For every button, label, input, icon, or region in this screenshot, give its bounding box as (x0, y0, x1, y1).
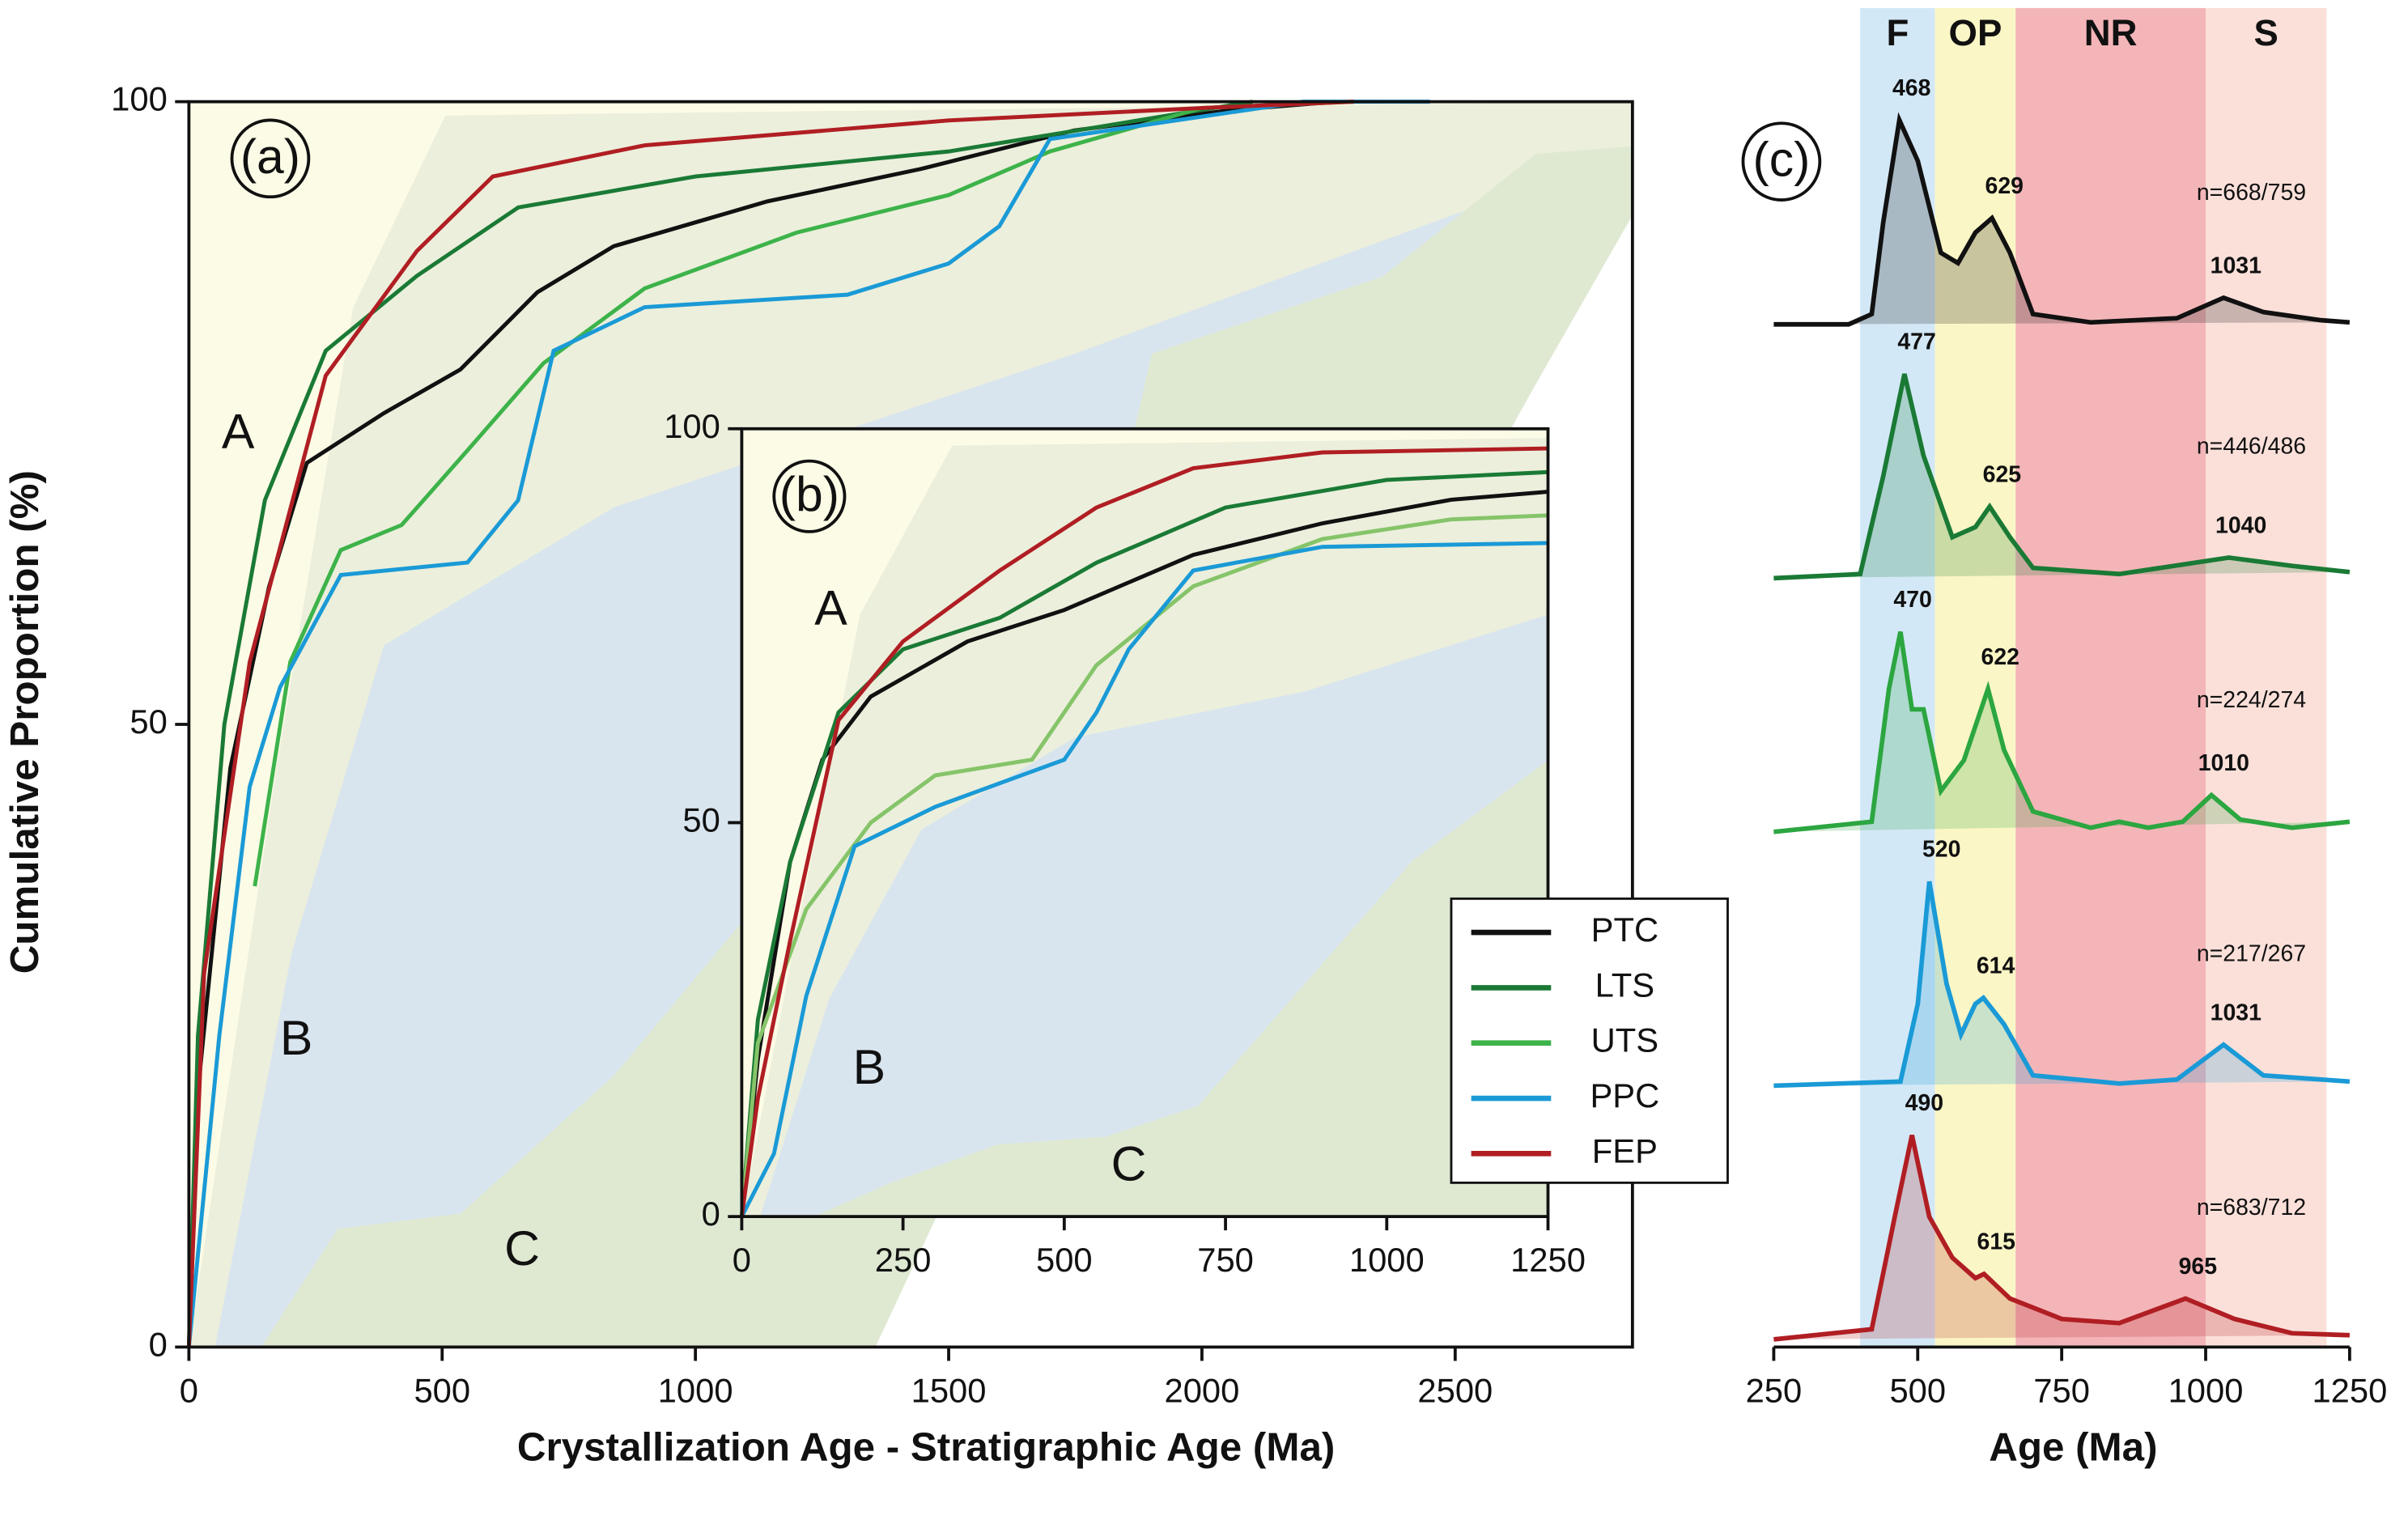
panel-label: (a) (240, 129, 300, 184)
legend-label: UTS (1591, 1021, 1658, 1059)
x-tick-label: 500 (1036, 1241, 1093, 1279)
density-curve (1773, 1134, 2351, 1342)
panel-label: (b) (779, 466, 839, 521)
x-tick-label: 1000 (2168, 1371, 2244, 1409)
peak-label: 1040 (2215, 513, 2266, 539)
density-curve (1773, 881, 2351, 1089)
y-tick-label: 0 (149, 1325, 168, 1363)
peak-label: 615 (1977, 1229, 2016, 1255)
x-tick-label: 750 (1197, 1241, 1254, 1279)
cumulative-line (186, 100, 1253, 1348)
cumulative-line (186, 100, 1430, 1348)
x-tick-label: 500 (1889, 1371, 1946, 1409)
density-curve (1773, 631, 2351, 834)
x-tick-label: 1000 (658, 1371, 733, 1409)
cumulative-line (253, 100, 1354, 887)
x-tick-label: 750 (2033, 1371, 2090, 1409)
cumulative-line (739, 490, 1548, 1217)
sample-count: n=683/712 (2197, 1195, 2306, 1220)
peak-label: 622 (1981, 644, 2019, 670)
x-tick-label: 2500 (1417, 1371, 1493, 1409)
x-tick-label: 1250 (1510, 1241, 1586, 1279)
legend-label: PPC (1590, 1076, 1659, 1114)
y-tick-label: 50 (682, 800, 720, 838)
sample-count: n=224/274 (2197, 687, 2306, 713)
cumulative-line (740, 541, 1548, 1218)
x-axis-label: Age (Ma) (1989, 1425, 2157, 1470)
x-tick-label: 1250 (2312, 1371, 2387, 1409)
panel-label-ring (772, 459, 847, 533)
peak-label: 965 (2179, 1254, 2218, 1280)
sample-count: n=446/486 (2197, 434, 2306, 460)
panel-b: 0 250 500 750 1000 1250 0 50 100 (b) A B C (664, 407, 1586, 1279)
age-band (2206, 7, 2327, 1348)
cumulative-line (186, 100, 1354, 1348)
panel-b-background (741, 428, 1548, 1217)
cumulative-line (739, 469, 1548, 1217)
legend-label: FEP (1592, 1131, 1658, 1170)
cumulative-line (739, 446, 1548, 1217)
band-label: F (1886, 12, 1909, 53)
density-curve (1773, 112, 2351, 327)
peak-label: 614 (1977, 953, 2015, 979)
panel-label: (c) (1753, 132, 1811, 187)
y-tick-label: 50 (130, 703, 167, 741)
field-label: B (280, 1010, 313, 1065)
sample-count: n=217/267 (2197, 941, 2306, 967)
field-label: C (1111, 1136, 1147, 1191)
panel-label-ring (230, 118, 311, 199)
field-label: A (222, 403, 255, 458)
peak-label: 1031 (2211, 1000, 2261, 1025)
peak-label: 470 (1893, 587, 1931, 613)
y-axis-label: Cumulative Proportion (%) (2, 470, 47, 974)
x-tick-label: 1000 (1349, 1241, 1425, 1279)
peak-label: 1010 (2198, 750, 2249, 776)
panel-label-ring (1741, 121, 1822, 202)
field-label: B (853, 1039, 886, 1094)
field-label: A (814, 580, 847, 635)
y-tick-label: 100 (111, 80, 168, 118)
y-tick-label: 100 (664, 407, 720, 445)
x-tick-label: 2000 (1165, 1371, 1240, 1409)
density-curve (1773, 373, 2351, 581)
age-band (1860, 7, 1935, 1348)
panel-c: F OP NR S 468 629 1031 n=668/759 477 625 1040 n=446… (1741, 7, 2387, 1470)
peak-label: 625 (1983, 462, 2022, 488)
age-band (1934, 7, 2016, 1348)
peak-label: 1031 (2211, 253, 2261, 279)
band-label: OP (1949, 12, 2002, 53)
peak-label: 629 (1985, 173, 2024, 199)
cumulative-line (739, 513, 1548, 1217)
band-label: S (2254, 12, 2278, 53)
legend-label: LTS (1595, 966, 1654, 1004)
band-label: NR (2084, 12, 2138, 53)
legend: PTC LTS UTS PPC FEP (1450, 897, 1729, 1184)
peak-label: 468 (1892, 75, 1930, 101)
peak-label: 490 (1905, 1090, 1943, 1116)
x-tick-label: 1500 (911, 1371, 987, 1409)
sample-count: n=668/759 (2197, 180, 2306, 206)
field-label: C (504, 1220, 540, 1276)
field-c (813, 760, 1548, 1217)
y-tick-label: 0 (702, 1195, 720, 1233)
peak-label: 520 (1922, 837, 1960, 863)
x-tick-label: 0 (180, 1371, 198, 1409)
age-band (2015, 7, 2206, 1348)
x-tick-label: 250 (1746, 1371, 1803, 1409)
peak-label: 477 (1897, 329, 1935, 355)
x-tick-label: 500 (414, 1371, 470, 1409)
legend-label: PTC (1591, 911, 1658, 949)
panel-a: 0 500 1000 1500 2000 2500050100(a)ABCCrystall… (2, 80, 1634, 1470)
x-tick-label: 0 (733, 1241, 751, 1279)
x-tick-label: 250 (875, 1241, 932, 1279)
x-axis-label: Crystallization Age - Stratigraphic Age … (517, 1425, 1335, 1470)
